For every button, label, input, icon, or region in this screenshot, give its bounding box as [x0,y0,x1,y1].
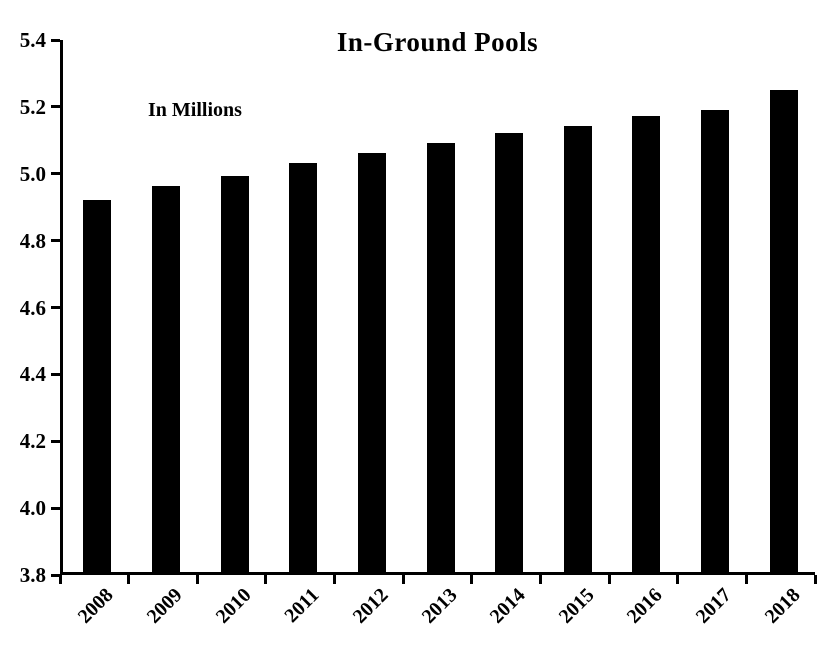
bar-2013 [426,143,455,572]
y-axis-label: 5.2 [19,94,46,119]
x-axis-tick [401,575,405,584]
y-axis-label: 5.4 [19,28,46,52]
units-annotation: In Millions [148,99,242,121]
y-axis-tick [51,372,60,376]
x-axis-label: 2010 [211,584,256,628]
y-axis-label: 4.8 [19,228,46,253]
x-axis-label: 2012 [348,584,393,628]
bar-2015 [563,126,592,572]
x-axis-tick [58,575,62,584]
y-axis-tick [51,439,60,443]
bar-2010 [220,176,249,572]
x-axis-tick [538,575,542,584]
x-axis-tick [470,575,474,584]
x-axis-tick [264,575,268,584]
bar-2008 [83,199,112,572]
bar-2009 [151,186,180,572]
x-axis-label: 2015 [554,584,599,628]
x-axis-label: 2013 [417,584,462,628]
y-axis-label: 4.0 [19,496,46,521]
bar-2014 [495,133,524,572]
x-axis-label: 2016 [623,584,667,628]
bar-2011 [289,163,318,572]
bar-2016 [632,116,661,572]
y-axis-label: 3.8 [19,563,46,587]
y-axis-label: 5.0 [19,161,46,186]
y-axis-tick [51,38,60,42]
x-axis-label: 2011 [280,584,324,628]
bar-2017 [701,109,730,572]
y-axis-label: 4.6 [19,295,46,320]
chart-title: In-Ground Pools [336,27,539,57]
x-axis-label: 2014 [485,584,530,628]
y-axis-tick [51,239,60,243]
x-axis-label: 2017 [691,584,736,628]
x-axis-label: 2009 [142,584,187,628]
x-axis-tick [744,575,748,584]
y-axis-tick [51,105,60,109]
y-axis-label: 4.2 [19,429,46,454]
y-axis-label: 4.4 [19,362,46,387]
x-axis-tick [195,575,199,584]
x-axis-tick [813,575,817,584]
x-axis-tick [333,575,337,584]
x-axis-tick [127,575,131,584]
plot-area [60,40,815,575]
y-axis-tick [51,172,60,176]
x-axis-tick [607,575,611,584]
bar-2012 [357,153,386,572]
y-axis-tick [51,506,60,510]
x-axis-label: 2018 [760,584,805,628]
x-axis-label: 2008 [74,584,118,628]
y-axis-tick [51,573,60,577]
bar-2018 [769,89,798,572]
x-axis-tick [676,575,680,584]
y-axis-tick [51,306,60,309]
